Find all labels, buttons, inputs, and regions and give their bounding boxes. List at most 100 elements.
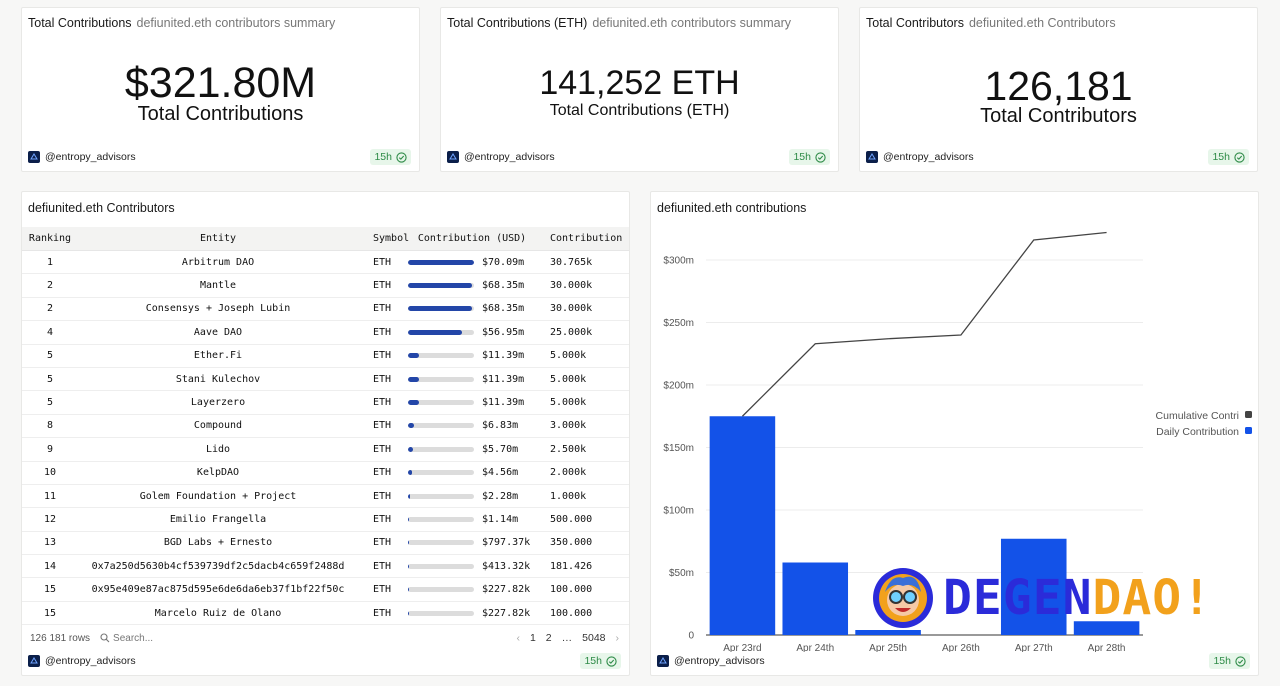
table-row[interactable]: 14 0x7a250d5630b4cf539739df2c5dacb4c659f2…: [22, 555, 629, 579]
contribution-bar: [408, 376, 474, 382]
y-tick-label: $150m: [663, 443, 694, 454]
table-row[interactable]: 4 Aave DAO ETH $56.95m 25.000k: [22, 321, 629, 345]
table-row[interactable]: 8 Compound ETH $6.83m 3.000k: [22, 415, 629, 439]
author-link[interactable]: @entropy_advisors: [28, 655, 136, 667]
cell-contribution-usd: $11.39m: [408, 374, 536, 385]
cell-symbol: ETH: [373, 467, 392, 479]
column-header-contribution-eth[interactable]: Contribution (E: [550, 233, 629, 244]
contribution-bar-fill: [408, 563, 410, 569]
cell-entity: Emilio Frangella: [169, 513, 267, 525]
freshness-age: 15h: [793, 151, 811, 163]
prev-page-button[interactable]: ‹: [516, 632, 520, 644]
contribution-usd-value: $2.28m: [482, 490, 519, 502]
cell-contribution-usd: $70.09m: [408, 257, 536, 268]
contribution-bar: [408, 353, 474, 359]
cell-contribution-eth: 100.000: [550, 584, 593, 596]
cell-contribution-usd: $227.82k: [408, 584, 536, 595]
card-title[interactable]: Total Contributions: [28, 16, 132, 30]
search-icon: [100, 633, 110, 643]
contribution-bar: [408, 493, 474, 499]
column-header-ranking[interactable]: Ranking: [28, 233, 72, 244]
cell-contribution-usd: $413.32k: [408, 561, 536, 572]
card-title[interactable]: defiunited.eth Contributors: [28, 201, 175, 215]
cell-symbol: ETH: [373, 490, 392, 502]
cell-contribution-usd: $68.35m: [408, 303, 536, 314]
table-row[interactable]: 5 Ether.Fi ETH $11.39m 5.000k: [22, 345, 629, 368]
x-tick-label: Apr 26th: [942, 643, 980, 652]
avatar: [28, 151, 40, 163]
table-search[interactable]: Search...: [100, 633, 153, 644]
cell-contribution-eth: 5.000k: [550, 373, 587, 385]
cell-contribution-eth: 500.000: [550, 513, 593, 525]
cell-ranking: 4: [46, 326, 54, 338]
page-1-button[interactable]: 1: [529, 632, 536, 644]
table-row[interactable]: 5 Layerzero ETH $11.39m 5.000k: [22, 391, 629, 415]
contribution-bar-fill: [408, 423, 415, 429]
freshness-badge[interactable]: 15h: [580, 653, 621, 669]
last-page-button[interactable]: 5048: [582, 632, 606, 644]
card-subtitle: defiunited.eth contributors summary: [136, 16, 336, 30]
contributions-chart: 0 $50m $100m $150m $200m $250m $300m Apr 23rd Ap…: [663, 231, 1252, 652]
degendao-watermark: DEGENDAO!: [871, 566, 1231, 630]
table-row[interactable]: 12 Emilio Frangella ETH $1.14m 500.000: [22, 508, 629, 532]
next-page-button[interactable]: ›: [615, 632, 620, 644]
contribution-usd-value: $11.39m: [482, 350, 525, 362]
table-row[interactable]: 15 Marcelo Ruiz de Olano ETH $227.82k 100.00…: [22, 602, 629, 626]
card-title[interactable]: defiunited.eth contributions: [657, 201, 807, 215]
column-header-symbol[interactable]: Symbol: [373, 233, 410, 244]
contribution-usd-value: $227.82k: [482, 584, 531, 596]
card-title[interactable]: Total Contributors: [866, 16, 964, 30]
freshness-badge[interactable]: 15h: [370, 149, 411, 165]
author-name: @entropy_advisors: [45, 151, 136, 163]
contribution-usd-value: $70.09m: [482, 256, 525, 268]
column-header-contribution-usd[interactable]: Contribution (USD): [417, 233, 527, 244]
freshness-badge[interactable]: 15h: [1209, 653, 1250, 669]
cell-entity: Stani Kulechov: [175, 373, 261, 385]
table-row[interactable]: 1 Arbitrum DAO ETH $70.09m 30.765k: [22, 251, 629, 275]
cell-contribution-eth: 100.000: [550, 607, 593, 619]
legend-label: Cumulative Contri: [1156, 410, 1239, 422]
contributors-table: Ranking Entity Symbol Contribution (USD)…: [22, 227, 629, 626]
card-title[interactable]: Total Contributions (ETH): [447, 16, 588, 30]
cell-symbol: ETH: [373, 373, 392, 385]
table-row[interactable]: 9 Lido ETH $5.70m 2.500k: [22, 438, 629, 462]
cell-contribution-eth: 30.000k: [550, 303, 593, 315]
cell-ranking: 5: [46, 350, 54, 362]
cell-symbol: ETH: [373, 280, 392, 292]
counter: 141,252 ETH Total Contributions (ETH): [441, 66, 838, 120]
table-row[interactable]: 11 Golem Foundation + Project ETH $2.28m 1.0…: [22, 485, 629, 509]
bar-daily-contribution: [1000, 538, 1067, 635]
cell-ranking: 9: [46, 443, 54, 455]
cell-contribution-eth: 2.000k: [550, 467, 587, 479]
table-row[interactable]: 2 Consensys + Joseph Lubin ETH $68.35m 30.00…: [22, 298, 629, 322]
table-row[interactable]: 13 BGD Labs + Ernesto ETH $797.37k 350.000: [22, 532, 629, 556]
contribution-bar-fill: [408, 446, 414, 452]
column-header-entity[interactable]: Entity: [199, 233, 237, 244]
author-link[interactable]: @entropy_advisors: [866, 151, 974, 163]
cell-entity: Aave DAO: [193, 326, 243, 338]
table-row[interactable]: 2 Mantle ETH $68.35m 30.000k: [22, 274, 629, 298]
table-row[interactable]: 10 KelpDAO ETH $4.56m 2.000k: [22, 462, 629, 485]
bar-daily-contribution: [782, 562, 849, 635]
cell-symbol: ETH: [373, 443, 392, 455]
page-2-button[interactable]: 2: [545, 632, 552, 644]
freshness-badge[interactable]: 15h: [789, 149, 830, 165]
freshness-badge[interactable]: 15h: [1208, 149, 1249, 165]
cell-symbol: ETH: [373, 326, 392, 338]
table-row[interactable]: 15 0x95e409e87ac875d595e6de6da6eb37f1bf22…: [22, 578, 629, 602]
table-row[interactable]: 5 Stani Kulechov ETH $11.39m 5.000k: [22, 368, 629, 392]
author-link[interactable]: @entropy_advisors: [28, 151, 136, 163]
contribution-usd-value: $227.82k: [482, 607, 531, 619]
cell-ranking: 13: [43, 537, 57, 549]
author-link[interactable]: @entropy_advisors: [447, 151, 555, 163]
author-link[interactable]: @entropy_advisors: [657, 655, 765, 667]
contribution-bar-fill: [408, 610, 410, 616]
cell-contribution-usd: $2.28m: [408, 491, 536, 502]
cell-contribution-eth: 30.000k: [550, 280, 593, 292]
cell-entity: 0x95e409e87ac875d595e6de6da6eb37f1bf22f5…: [91, 584, 345, 596]
cell-contribution-usd: $11.39m: [408, 350, 536, 361]
x-tick-label: Apr 25th: [869, 643, 907, 652]
cell-symbol: ETH: [373, 420, 392, 432]
contribution-usd-value: $5.70m: [482, 443, 519, 455]
contribution-bar: [408, 563, 474, 569]
